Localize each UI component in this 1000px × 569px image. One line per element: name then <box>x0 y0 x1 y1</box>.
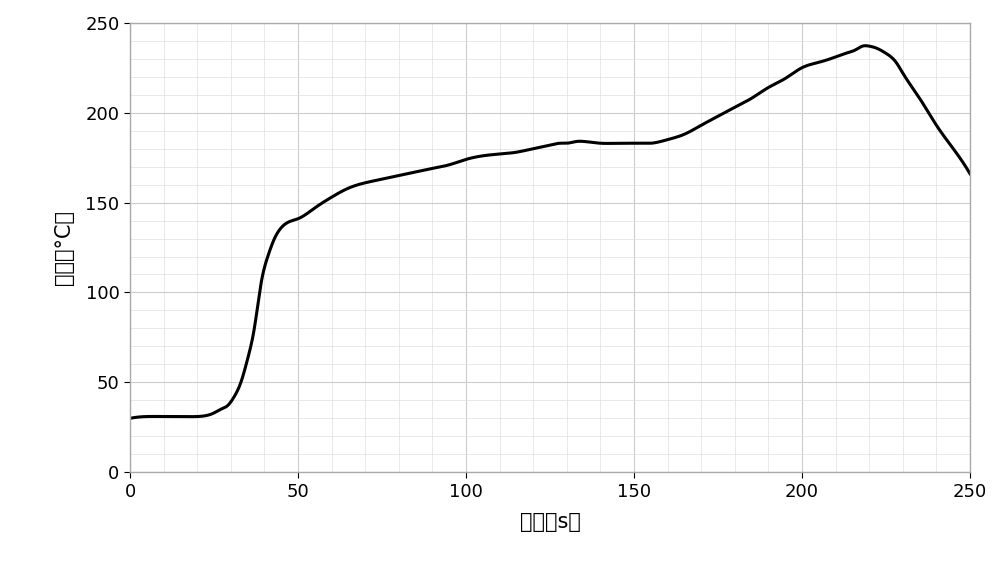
X-axis label: 时间（s）: 时间（s） <box>520 512 580 532</box>
Y-axis label: 温度（°C）: 温度（°C） <box>54 210 74 285</box>
